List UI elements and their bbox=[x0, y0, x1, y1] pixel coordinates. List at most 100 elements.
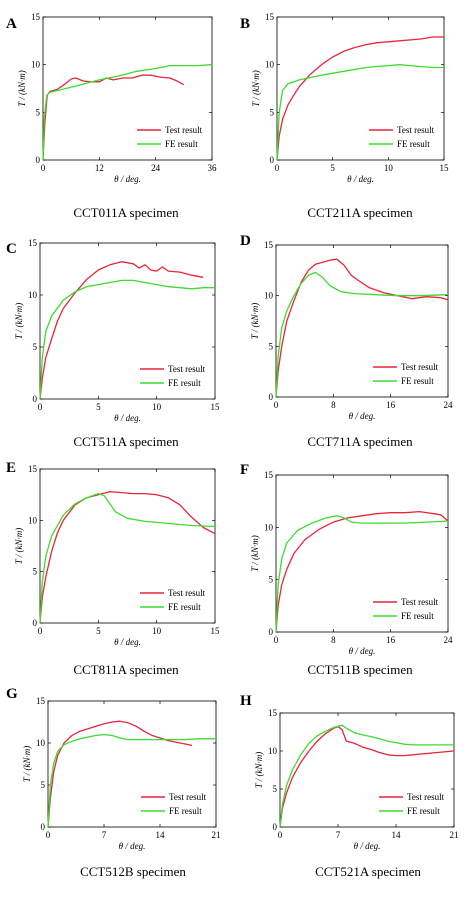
series-line-fe-result bbox=[275, 271, 449, 398]
y-tick-label: 0 bbox=[269, 392, 274, 402]
x-tick-label: 8 bbox=[331, 400, 336, 410]
x-tick-label: 21 bbox=[212, 830, 221, 840]
specimen-caption: CCT011A specimen bbox=[73, 205, 179, 220]
specimen-caption: CCT811A specimen bbox=[73, 662, 179, 677]
y-tick-label: 15 bbox=[28, 238, 38, 248]
chart-panel-a: 0 12 24 36 0 5 10 15 θ / deg. T / (kN·m) Test resu… bbox=[6, 12, 217, 220]
chart-panel-f: 0 8 16 24 0 5 10 15 θ / deg. T / (kN·m) Test resul… bbox=[240, 462, 453, 677]
y-tick-label: 15 bbox=[268, 708, 278, 718]
y-tick-label: 5 bbox=[41, 780, 46, 790]
x-tick-label: 7 bbox=[336, 830, 341, 840]
y-tick-label: 10 bbox=[268, 746, 278, 756]
x-tick-label: 0 bbox=[41, 163, 46, 173]
x-tick-label: 5 bbox=[96, 626, 101, 636]
x-tick-label: 5 bbox=[330, 163, 335, 173]
y-tick-label: 15 bbox=[264, 470, 274, 480]
legend-label-fe-result: FE result bbox=[168, 602, 201, 612]
series-line-fe-result bbox=[39, 492, 216, 624]
legend-label-test-result: Test result bbox=[168, 588, 206, 598]
legend-label-test-result: Test result bbox=[168, 364, 206, 374]
y-tick-label: 15 bbox=[265, 12, 275, 22]
series-line-test-result bbox=[42, 74, 185, 161]
y-tick-label: 5 bbox=[273, 784, 278, 794]
x-tick-label: 10 bbox=[384, 163, 394, 173]
plot-frame bbox=[279, 712, 455, 828]
x-tick-label: 0 bbox=[274, 400, 279, 410]
x-tick-label: 24 bbox=[444, 635, 454, 645]
x-tick-label: 0 bbox=[274, 635, 279, 645]
plot-frame bbox=[275, 244, 449, 398]
legend-label-test-result: Test result bbox=[401, 597, 439, 607]
legend-label-fe-result: FE result bbox=[407, 806, 440, 816]
panel-letter: G bbox=[6, 686, 18, 702]
legend-label-fe-result: FE result bbox=[168, 378, 201, 388]
y-tick-label: 5 bbox=[36, 107, 41, 117]
y-tick-label: 10 bbox=[265, 60, 275, 70]
x-tick-label: 0 bbox=[275, 163, 280, 173]
x-tick-label: 10 bbox=[152, 402, 162, 412]
y-tick-label: 10 bbox=[264, 291, 274, 301]
x-tick-label: 7 bbox=[102, 830, 107, 840]
x-tick-label: 36 bbox=[208, 163, 218, 173]
y-axis-label: T / (kN·m) bbox=[250, 303, 260, 340]
y-tick-label: 10 bbox=[264, 522, 274, 532]
y-tick-label: 5 bbox=[33, 342, 38, 352]
y-tick-label: 15 bbox=[31, 12, 41, 22]
y-axis-label: T / (kN·m) bbox=[17, 70, 27, 107]
legend-label-test-result: Test result bbox=[165, 125, 203, 135]
y-tick-label: 10 bbox=[28, 515, 38, 525]
series-line-fe-result bbox=[279, 724, 454, 828]
plot-frame bbox=[39, 468, 216, 624]
x-axis-label: θ / deg. bbox=[349, 411, 376, 421]
series-line-fe-result bbox=[47, 733, 216, 828]
series-line-test-result bbox=[39, 490, 216, 624]
chart-panel-e: 0 5 10 15 0 5 10 15 θ / deg. T / (kN·m) Test resul… bbox=[6, 460, 220, 677]
x-tick-label: 15 bbox=[440, 163, 450, 173]
y-axis-label: T / (kN·m) bbox=[254, 752, 264, 789]
x-tick-label: 0 bbox=[46, 830, 51, 840]
x-tick-label: 24 bbox=[151, 163, 161, 173]
y-tick-label: 0 bbox=[36, 155, 41, 165]
chart-panel-g: 0 7 14 21 0 5 10 15 θ / deg. T / (kN·m) Test resul… bbox=[6, 686, 221, 879]
series-line-fe-result bbox=[276, 64, 444, 161]
y-tick-label: 5 bbox=[33, 567, 38, 577]
x-tick-label: 10 bbox=[152, 626, 162, 636]
x-tick-label: 0 bbox=[38, 626, 43, 636]
panel-letter: B bbox=[240, 16, 250, 32]
plot-frame bbox=[276, 16, 445, 161]
panel-letter: C bbox=[6, 241, 17, 257]
x-tick-label: 0 bbox=[278, 830, 283, 840]
y-tick-label: 0 bbox=[270, 155, 275, 165]
x-tick-label: 5 bbox=[96, 402, 101, 412]
specimen-caption: CCT511B specimen bbox=[307, 662, 413, 677]
y-tick-label: 10 bbox=[36, 738, 46, 748]
panel-letter: E bbox=[6, 460, 16, 476]
x-tick-label: 8 bbox=[331, 635, 336, 645]
plot-frame bbox=[39, 242, 216, 400]
y-axis-label: T / (kN·m) bbox=[22, 746, 32, 783]
panel-letter: A bbox=[6, 16, 17, 32]
specimen-caption: CCT211A specimen bbox=[307, 205, 413, 220]
legend-label-test-result: Test result bbox=[401, 362, 439, 372]
x-axis-label: θ / deg. bbox=[354, 841, 381, 851]
y-tick-label: 5 bbox=[270, 107, 275, 117]
legend-label-fe-result: FE result bbox=[165, 139, 198, 149]
legend-label-test-result: Test result bbox=[407, 792, 445, 802]
specimen-caption: CCT512B specimen bbox=[80, 864, 186, 879]
legend-label-fe-result: FE result bbox=[401, 611, 434, 621]
x-axis-label: θ / deg. bbox=[347, 174, 374, 184]
x-axis-label: θ / deg. bbox=[114, 413, 141, 423]
y-tick-label: 0 bbox=[273, 822, 278, 832]
y-tick-label: 15 bbox=[28, 464, 38, 474]
plot-frame bbox=[275, 474, 449, 633]
series-line-fe-result bbox=[275, 515, 449, 633]
specimen-caption: CCT521A specimen bbox=[315, 864, 421, 879]
y-tick-label: 5 bbox=[269, 575, 274, 585]
panel-letter: H bbox=[240, 693, 252, 709]
x-tick-label: 15 bbox=[211, 626, 221, 636]
specimen-caption: CCT511A specimen bbox=[73, 434, 179, 449]
x-axis-label: θ / deg. bbox=[114, 637, 141, 647]
series-line-test-result bbox=[39, 261, 204, 400]
series-line-test-result bbox=[279, 726, 455, 828]
